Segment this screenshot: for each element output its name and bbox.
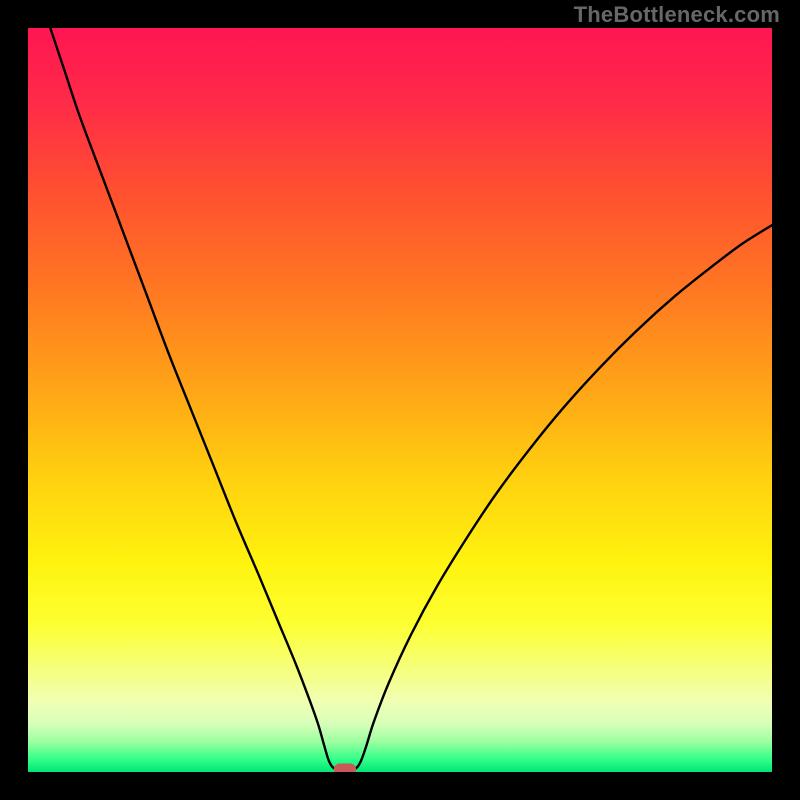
minimum-marker xyxy=(334,763,356,775)
watermark-text: TheBottleneck.com xyxy=(574,2,780,28)
outer-frame: TheBottleneck.com xyxy=(0,0,800,800)
chart-svg xyxy=(0,0,800,800)
